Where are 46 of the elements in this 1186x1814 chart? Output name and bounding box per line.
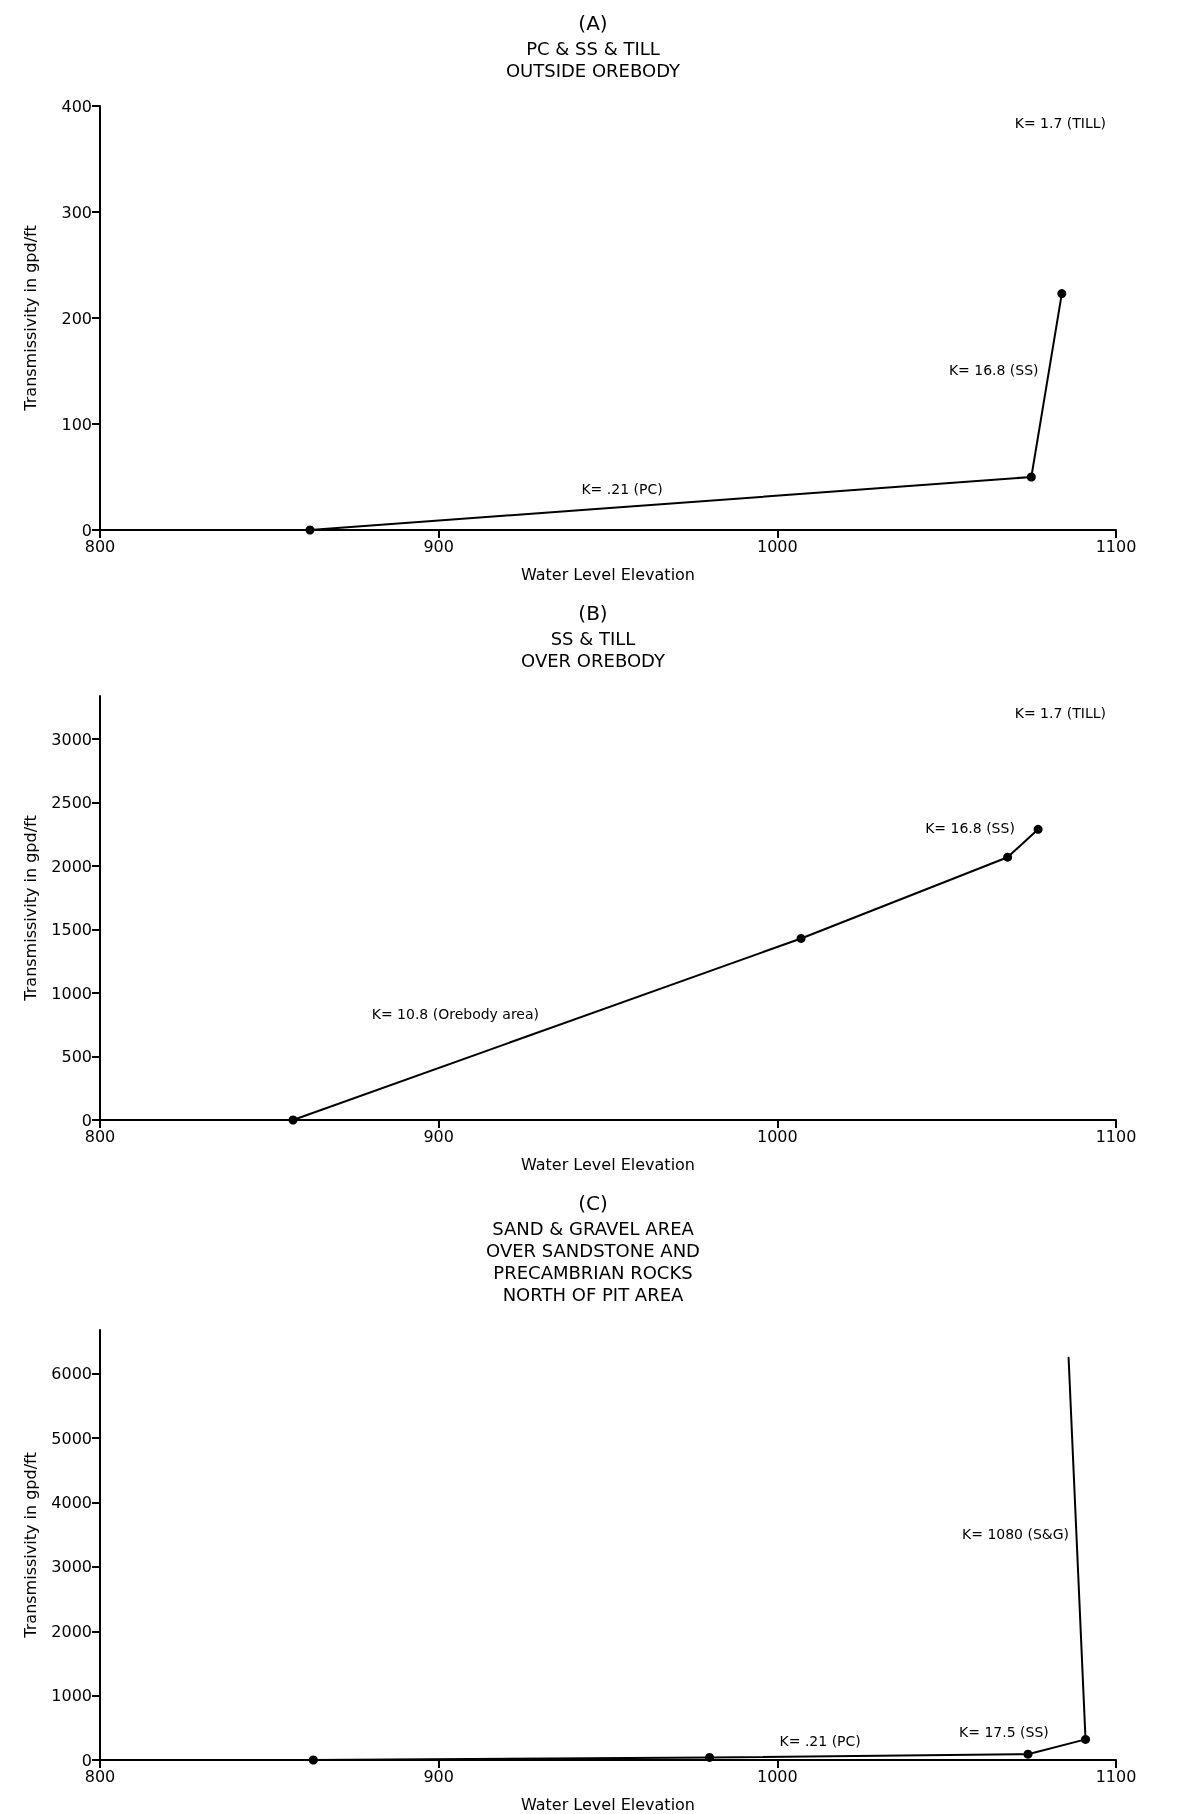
x-tick-label: 1000 [756, 1766, 798, 1786]
x-tick-label: 1100 [1095, 1766, 1137, 1786]
y-axis-title: Transmissivity in gpd/ft [20, 1452, 40, 1639]
annotation: K= 1.7 (TILL) [1014, 115, 1106, 131]
x-tick-label: 900 [423, 1766, 454, 1786]
y-tick-label: 500 [61, 1047, 92, 1067]
x-axis-title: Water Level Elevation [520, 1794, 696, 1814]
y-tick-label: 2000 [51, 1621, 92, 1641]
annotation: K= 16.8 (SS) [925, 820, 1015, 837]
y-tick-label: 400 [61, 96, 92, 116]
chart-title: (C) [578, 1191, 608, 1215]
y-tick-label: 1000 [51, 983, 92, 1003]
annotation: K= .21 (PC) [779, 1732, 861, 1749]
y-tick-label: 6000 [51, 1364, 92, 1384]
annotation: K= 17.5 (SS) [959, 1723, 1049, 1740]
chart-title: (B) [578, 601, 608, 625]
chart-subtitle: SS & TILL OVER OREBODY [521, 627, 666, 671]
x-axis-title: Water Level Elevation [520, 1154, 696, 1174]
y-tick-label: 1000 [51, 1686, 92, 1706]
annotation: K= 10.8 (Orebody area) [371, 1006, 540, 1023]
x-tick-label: 1100 [1095, 1126, 1137, 1146]
x-tick-label: 1100 [1095, 536, 1137, 556]
chart-subtitle: PC & SS & TILL OUTSIDE OREBODY [505, 37, 682, 81]
x-tick-label: 900 [423, 536, 454, 556]
y-tick-label: 4000 [51, 1493, 92, 1513]
annotation: K= 1.7 (TILL) [1014, 705, 1106, 721]
annotation: K= .21 (PC) [581, 480, 663, 497]
x-tick-label: 1000 [756, 1126, 798, 1146]
y-tick-label: 2500 [51, 793, 92, 813]
y-axis-title: Transmissivity in gpd/ft [20, 225, 40, 412]
annotation: K= 16.8 (SS) [948, 362, 1039, 379]
y-tick-label: 3000 [51, 729, 92, 749]
chart-subtitle: SAND & GRAVEL AREA OVER SANDSTONE AND PRECAMBRIAN ROCKS NORTH OF PIT AREA [486, 1217, 700, 1305]
y-tick-label: 100 [61, 414, 92, 434]
x-axis-title: Water Level Elevation [520, 564, 696, 584]
x-tick-label: 1000 [756, 536, 798, 556]
y-tick-label: 5000 [51, 1428, 92, 1448]
y-tick-label: 300 [61, 202, 92, 222]
y-tick-label: 2000 [51, 856, 92, 876]
x-tick-label: 900 [423, 1126, 454, 1146]
y-tick-label: 200 [61, 308, 92, 328]
chart-title: (A) [578, 11, 608, 35]
y-tick-label: 3000 [51, 1557, 92, 1577]
annotation: K= 1080 (S&G) [962, 1525, 1070, 1542]
y-axis-title: Transmissivity in gpd/ft [20, 815, 40, 1002]
y-tick-label: 1500 [51, 920, 92, 940]
